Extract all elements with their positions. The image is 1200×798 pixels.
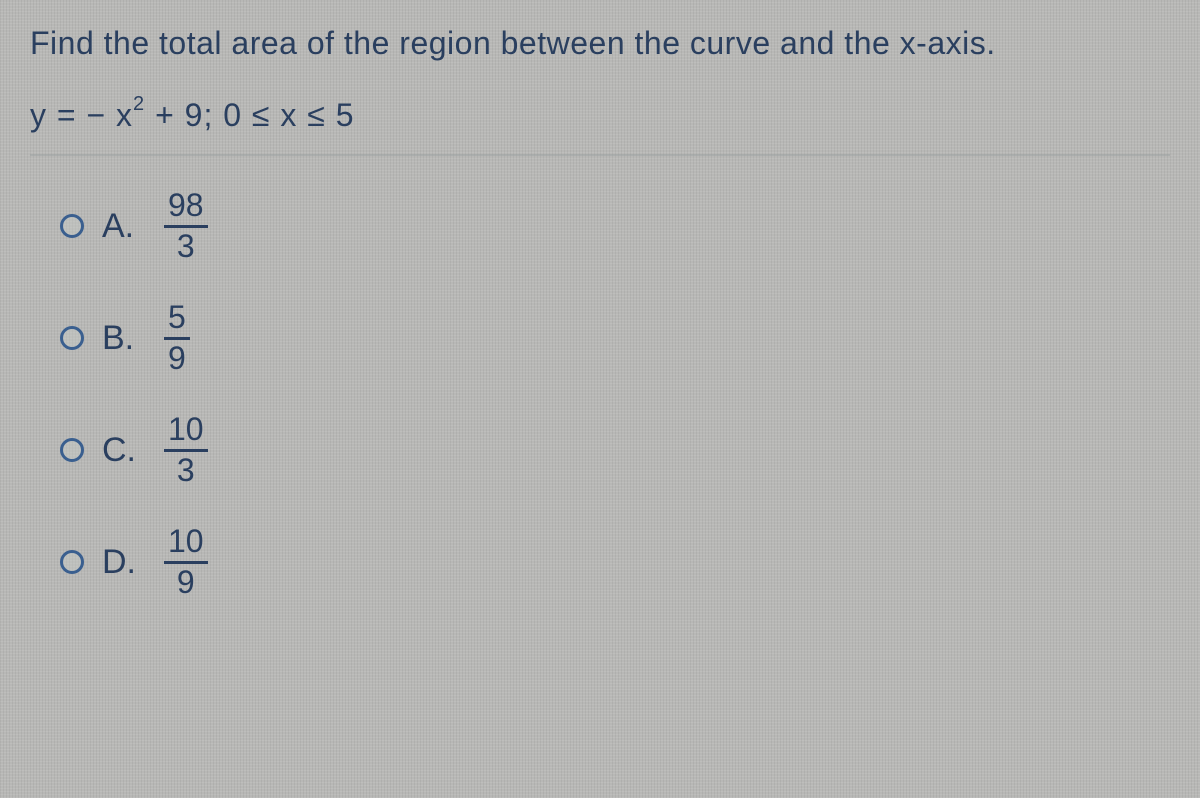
option-b-numerator: 5 xyxy=(164,301,190,337)
equation-suffix: + 9; 0 ≤ x ≤ 5 xyxy=(145,97,354,133)
option-d-label: D. xyxy=(102,543,144,582)
option-a-denominator: 3 xyxy=(173,228,199,264)
radio-c[interactable] xyxy=(60,438,84,462)
options-group: A. 98 3 B. 5 9 C. 10 3 D. 10 9 xyxy=(30,186,1170,602)
option-b-label: B. xyxy=(102,319,144,358)
radio-a[interactable] xyxy=(60,214,84,238)
question-equation: y = − x2 + 9; 0 ≤ x ≤ 5 xyxy=(30,97,355,134)
equation-exponent: 2 xyxy=(133,93,145,115)
option-a-value: 98 3 xyxy=(164,189,208,263)
option-c-numerator: 10 xyxy=(164,413,208,449)
option-b[interactable]: B. 5 9 xyxy=(60,298,1170,378)
option-a-label: A. xyxy=(102,207,144,246)
radio-d[interactable] xyxy=(60,550,84,574)
option-c-denominator: 3 xyxy=(173,452,199,488)
section-divider xyxy=(30,154,1170,156)
option-c-value: 10 3 xyxy=(164,413,208,487)
option-d-denominator: 9 xyxy=(173,564,199,600)
equation-prefix: y = − x xyxy=(30,97,133,133)
option-a[interactable]: A. 98 3 xyxy=(60,186,1170,266)
radio-b[interactable] xyxy=(60,326,84,350)
option-a-numerator: 98 xyxy=(164,189,208,225)
option-d-numerator: 10 xyxy=(164,525,208,561)
option-b-value: 5 9 xyxy=(164,301,190,375)
option-d-value: 10 9 xyxy=(164,525,208,599)
question-prompt: Find the total area of the region betwee… xyxy=(30,25,1170,62)
option-c-label: C. xyxy=(102,431,144,470)
option-d[interactable]: D. 10 9 xyxy=(60,522,1170,602)
option-c[interactable]: C. 10 3 xyxy=(60,410,1170,490)
option-b-denominator: 9 xyxy=(164,340,190,376)
